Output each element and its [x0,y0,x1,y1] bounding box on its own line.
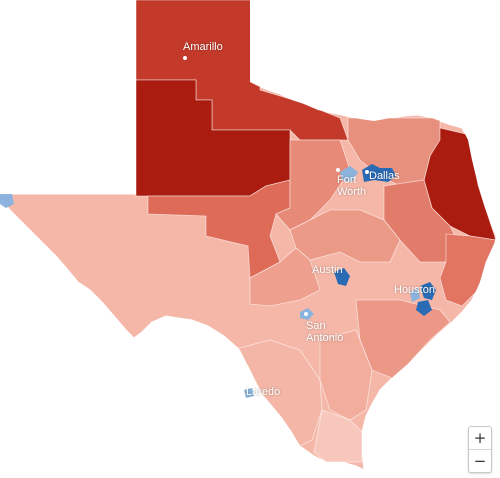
city-label-austin: Austin [312,264,343,276]
district-south-texas-west[interactable] [231,339,323,447]
laredo-district[interactable] [244,388,254,398]
city-label-fort-worth: Fort Worth [337,174,367,198]
houston-district-east[interactable] [420,282,436,300]
urban-districts [0,164,436,398]
district-hill-country[interactable] [249,247,321,307]
houston-district-south[interactable] [416,300,432,316]
city-label-laredo: Laredo [246,386,281,398]
san-antonio-marker [304,312,308,316]
el-paso-district[interactable] [0,194,14,208]
dallas-marker [365,170,369,174]
houston-district-west[interactable] [410,288,420,302]
zoom-control: + − [468,426,492,473]
city-label-houston: Houston [394,284,435,296]
district-south-texas-central[interactable] [319,329,373,421]
amarillo-marker [183,56,187,60]
district-southeast[interactable] [439,233,496,307]
district-rio-grande[interactable] [313,409,363,463]
fort-worth-marker [336,168,340,172]
austin-district[interactable] [334,268,350,286]
fort-worth-district[interactable] [340,166,358,182]
district-west-central[interactable] [147,179,291,279]
zoom-out-button[interactable]: − [469,449,491,472]
city-label-amarillo: Amarillo [183,41,223,53]
dallas-district[interactable] [362,164,396,182]
city-label-san-antonio: San Antonio [306,320,344,344]
zoom-in-button[interactable]: + [473,429,487,447]
city-label-dallas: Dallas [369,170,400,182]
